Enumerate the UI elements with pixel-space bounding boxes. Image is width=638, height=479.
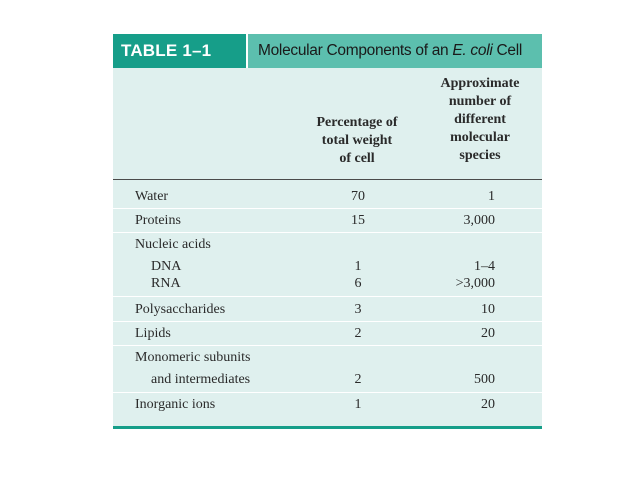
column-header-line: species: [459, 148, 501, 163]
column-header-percentage: Percentage of total weight of cell: [287, 114, 427, 168]
row-separator: [113, 345, 542, 346]
column-header-line: of cell: [339, 151, 375, 166]
column-header-line: Approximate: [440, 76, 520, 91]
row-species-count: 1–4: [474, 259, 495, 274]
row-species-count: 10: [481, 302, 495, 317]
row-percentage: 2: [354, 372, 362, 387]
row-species-count: 3,000: [463, 213, 496, 228]
column-header-line: Percentage of: [316, 115, 398, 130]
row-species-count: 20: [481, 397, 495, 412]
row-name: Polysaccharides: [135, 302, 226, 317]
row-percentage: 3: [354, 302, 362, 317]
table-title-bar: TABLE 1–1 Molecular Components of an E. …: [113, 34, 542, 68]
row-species-count: 500: [474, 372, 495, 387]
row-percentage: 15: [351, 213, 365, 228]
row-name: and intermediates: [151, 372, 251, 387]
title-separator: [246, 34, 248, 68]
row-name: RNA: [151, 276, 181, 291]
row-percentage: 1: [354, 397, 362, 412]
table-title: Molecular Components of an E. coli Cell: [248, 34, 542, 68]
table-number-label: TABLE 1–1: [113, 34, 246, 68]
row-name: Nucleic acids: [135, 237, 211, 252]
row-separator: [113, 232, 542, 233]
row-name: Lipids: [135, 326, 171, 341]
row-percentage: 6: [354, 276, 362, 291]
row-name: Monomeric subunits: [135, 350, 251, 365]
row-species-count: >3,000: [455, 276, 495, 291]
data-table: TABLE 1–1 Molecular Components of an E. …: [113, 34, 542, 429]
row-separator: [113, 296, 542, 297]
column-header-line: total weight: [321, 133, 393, 148]
row-percentage: 70: [351, 189, 365, 204]
row-name: Inorganic ions: [135, 397, 216, 412]
row-species-count: 20: [481, 326, 495, 341]
column-header-species-count: Approximate number of different molecula…: [425, 75, 535, 165]
table-title-organism: E. coli: [452, 42, 493, 59]
table-title-prefix: Molecular Components of an: [258, 42, 453, 59]
row-separator: [113, 321, 542, 322]
table-title-suffix: Cell: [492, 42, 522, 59]
row-species-count: 1: [488, 189, 495, 204]
table-bottom-rule: [113, 426, 542, 429]
column-header-line: molecular: [450, 130, 510, 145]
row-name: Proteins: [135, 213, 181, 228]
row-name: DNA: [151, 259, 182, 274]
row-separator: [113, 208, 542, 209]
row-percentage: 2: [354, 326, 362, 341]
column-header-line: number of: [448, 94, 512, 109]
row-separator: [113, 392, 542, 393]
header-rule: [113, 179, 542, 180]
column-header-line: different: [454, 112, 506, 127]
row-name: Water: [135, 189, 169, 204]
row-percentage: 1: [354, 259, 362, 274]
